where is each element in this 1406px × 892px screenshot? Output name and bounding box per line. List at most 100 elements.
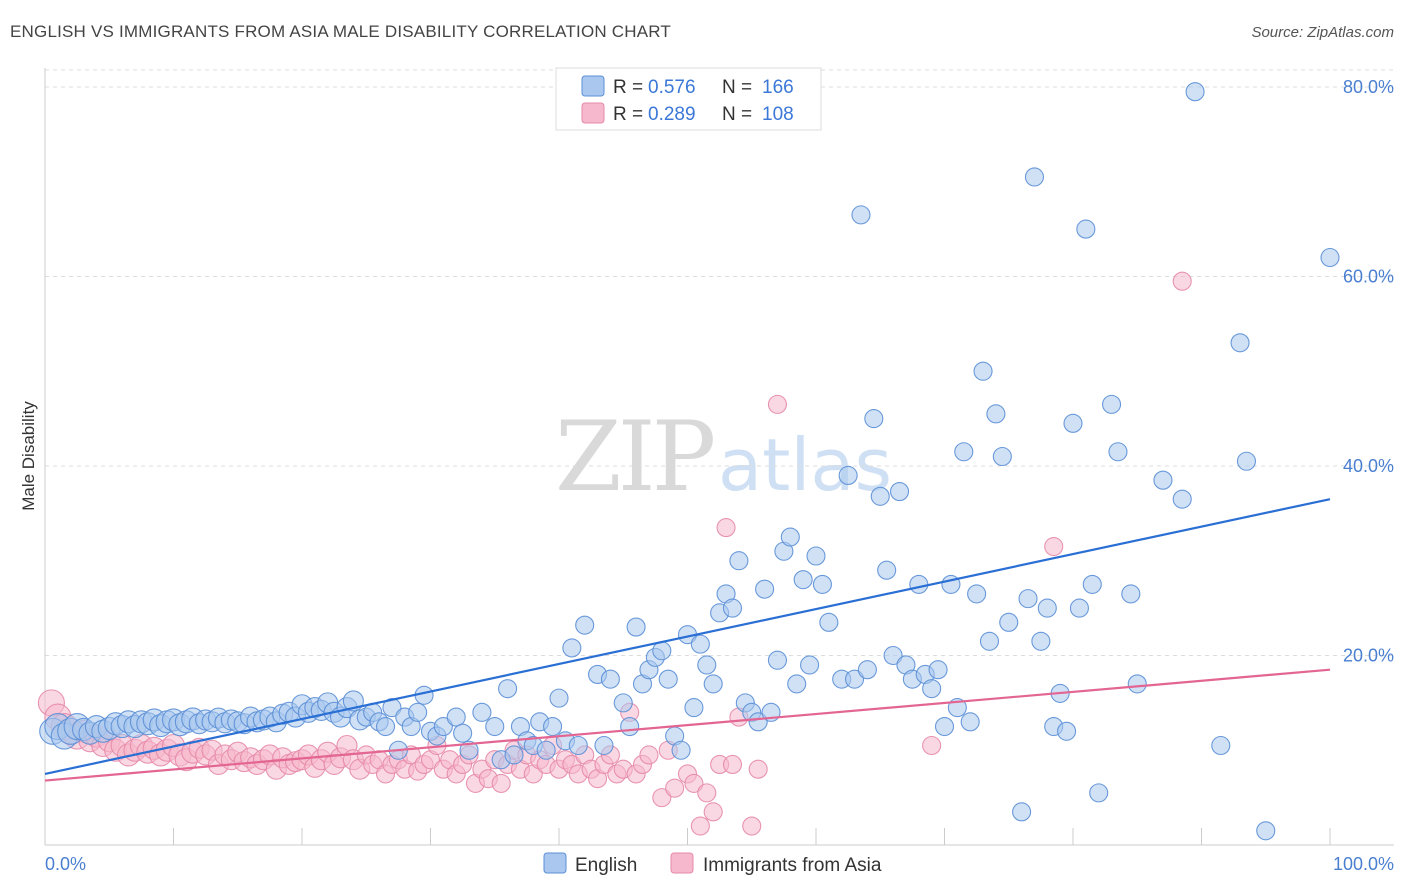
english-point bbox=[999, 612, 1019, 632]
chart-title: ENGLISH VS IMMIGRANTS FROM ASIA MALE DIS… bbox=[10, 22, 672, 41]
english-point bbox=[748, 712, 768, 732]
gridlines bbox=[45, 69, 1394, 656]
english-point bbox=[909, 574, 929, 594]
english-point bbox=[568, 735, 588, 756]
english-point bbox=[870, 486, 890, 506]
legend-n-value-asia: 108 bbox=[762, 104, 794, 125]
english-point bbox=[1230, 333, 1250, 353]
english-point bbox=[600, 669, 620, 689]
legend-n-label-english: N = bbox=[722, 77, 752, 98]
english-point bbox=[446, 707, 466, 727]
english-point bbox=[562, 638, 582, 658]
english-point bbox=[1256, 821, 1276, 841]
english-point bbox=[979, 631, 1000, 651]
trend-lines bbox=[44, 498, 1331, 782]
english-point bbox=[1211, 735, 1231, 756]
english-point bbox=[1153, 470, 1173, 490]
english-point bbox=[973, 361, 993, 381]
legend-r-value-english: 0.576 bbox=[648, 77, 696, 98]
english-point bbox=[928, 660, 948, 680]
legend-r-value-asia: 0.289 bbox=[648, 104, 696, 125]
english-point bbox=[787, 674, 807, 694]
x-tick-label-min: 0.0% bbox=[45, 854, 86, 874]
source-label: Source: ZipAtlas.com bbox=[1251, 24, 1394, 41]
y-axis-tick-labels: 20.0% 40.0% 60.0% 80.0% bbox=[1343, 77, 1394, 666]
legend-r-label-english: R = bbox=[613, 77, 643, 98]
english-point bbox=[498, 679, 518, 699]
asia-point bbox=[922, 735, 942, 756]
english-point bbox=[504, 745, 524, 765]
english-point bbox=[889, 482, 910, 502]
series-english bbox=[39, 82, 1340, 841]
legend-n-label-asia: N = bbox=[722, 104, 752, 125]
english-point bbox=[1121, 584, 1141, 604]
english-point bbox=[485, 717, 505, 737]
english-point bbox=[1082, 574, 1102, 594]
watermark: ZIP atlas bbox=[555, 401, 892, 513]
english-point bbox=[1024, 167, 1044, 187]
series-immigrants-from-asia bbox=[37, 271, 1192, 836]
english-point bbox=[755, 579, 775, 599]
english-point bbox=[1320, 247, 1340, 268]
english-point bbox=[690, 634, 710, 654]
english-point bbox=[922, 679, 942, 699]
english-point bbox=[626, 617, 646, 637]
english-point bbox=[844, 669, 865, 689]
english-point bbox=[767, 650, 788, 670]
bottom-legend-label-english: English bbox=[575, 855, 637, 876]
english-point bbox=[729, 551, 749, 571]
legend-swatch-english bbox=[581, 75, 605, 97]
english-point bbox=[722, 598, 743, 618]
english-point bbox=[1037, 598, 1057, 618]
english-point bbox=[819, 612, 839, 632]
english-point bbox=[954, 442, 974, 462]
english-trend-line bbox=[44, 498, 1331, 776]
asia-point bbox=[690, 816, 710, 836]
english-point bbox=[1063, 413, 1083, 433]
english-point bbox=[684, 698, 704, 718]
bottom-legend-swatch-asia bbox=[670, 852, 694, 874]
english-point bbox=[851, 205, 871, 225]
legend-r-label-asia: R = bbox=[613, 104, 643, 125]
english-point bbox=[1172, 489, 1192, 509]
english-point bbox=[594, 735, 614, 756]
series-legend: English Immigrants from Asia bbox=[543, 852, 882, 876]
english-point bbox=[703, 674, 723, 694]
english-point bbox=[877, 560, 897, 580]
english-point bbox=[864, 409, 884, 429]
english-point bbox=[1069, 598, 1089, 618]
english-point bbox=[806, 546, 826, 566]
english-point bbox=[1102, 394, 1122, 414]
y-tick-label: 40.0% bbox=[1343, 456, 1394, 476]
asia-point bbox=[748, 759, 768, 779]
watermark-atlas: atlas bbox=[718, 423, 892, 507]
bottom-legend-label-asia: Immigrants from Asia bbox=[703, 855, 882, 876]
english-point bbox=[800, 655, 820, 675]
x-axis-ticks bbox=[173, 828, 1331, 845]
english-point bbox=[575, 615, 595, 635]
english-point bbox=[408, 702, 428, 722]
english-point bbox=[453, 723, 473, 743]
asia-point bbox=[716, 518, 736, 538]
english-point bbox=[986, 404, 1006, 424]
watermark-zip: ZIP bbox=[555, 401, 714, 513]
english-point bbox=[459, 740, 479, 760]
english-point bbox=[620, 717, 640, 737]
asia-point bbox=[697, 783, 717, 803]
legend-swatch-asia bbox=[581, 102, 605, 124]
asia-point bbox=[722, 754, 743, 775]
y-tick-label: 20.0% bbox=[1343, 645, 1394, 665]
x-tick-label-max: 100.0% bbox=[1333, 854, 1394, 874]
asia-point bbox=[1172, 271, 1192, 291]
english-point bbox=[857, 660, 877, 680]
english-point bbox=[992, 446, 1012, 467]
english-point bbox=[1127, 674, 1147, 694]
english-point bbox=[1018, 589, 1038, 609]
english-point bbox=[960, 712, 980, 732]
english-point bbox=[780, 527, 800, 547]
asia-point bbox=[491, 773, 511, 793]
english-point bbox=[671, 740, 691, 760]
english-point bbox=[812, 574, 832, 594]
asia-point bbox=[703, 802, 723, 822]
english-point bbox=[382, 698, 402, 718]
